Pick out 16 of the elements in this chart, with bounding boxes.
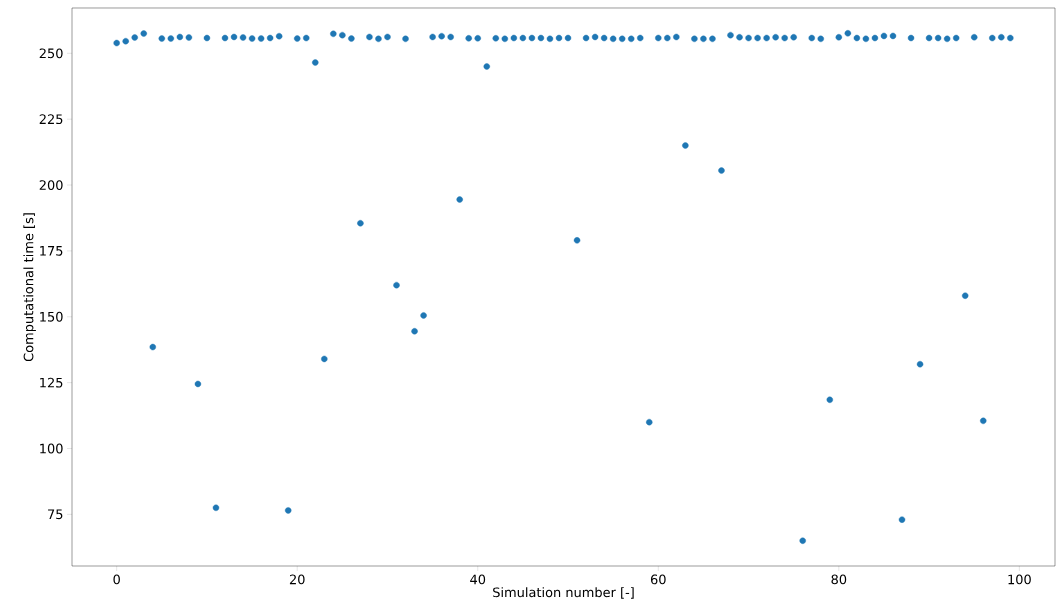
x-tick-label: 60 <box>650 574 666 585</box>
y-tick-label: 200 <box>39 180 63 190</box>
x-tick-label: 80 <box>831 574 847 585</box>
x-tick-label: 40 <box>470 574 486 585</box>
y-tick-label: 75 <box>48 509 63 520</box>
y-tick-label: 100 <box>40 443 63 454</box>
y-axis-title: Computational time [s] <box>23 213 36 362</box>
x-tick-label: 0 <box>113 574 120 585</box>
x-tick-label: 100 <box>1008 574 1031 585</box>
x-axis-title: Simulation number [-] <box>493 587 634 599</box>
y-tick-label: 250 <box>39 48 63 59</box>
y-tick-label: 125 <box>40 377 63 388</box>
y-tick-label: 225 <box>39 114 63 125</box>
x-tick-label: 20 <box>289 574 305 585</box>
y-tick-label: 150 <box>40 311 63 322</box>
y-tick-label: 175 <box>40 246 63 256</box>
